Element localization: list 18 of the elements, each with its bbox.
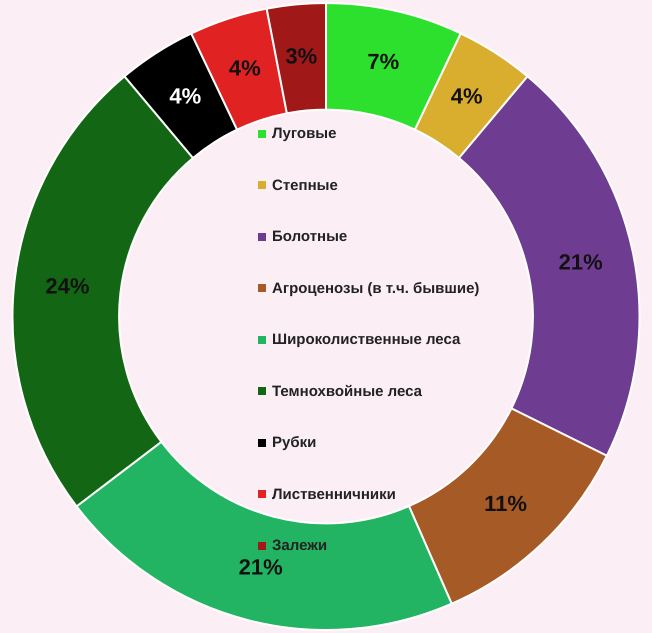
data-label: 11% bbox=[484, 490, 527, 516]
legend-label: Залежи bbox=[272, 537, 328, 554]
legend-label: Агроценозы (в т.ч. бывшие) bbox=[272, 280, 480, 297]
legend-label: Рубки bbox=[272, 434, 316, 452]
legend-label: Лиственничники bbox=[272, 486, 396, 503]
data-label: 21% bbox=[558, 249, 603, 274]
legend-label: Широколиственные леса bbox=[272, 331, 460, 348]
legend-label: Луговые bbox=[272, 125, 336, 142]
data-label: 4% bbox=[169, 84, 202, 109]
data-label: 7% bbox=[367, 48, 400, 74]
legend-label: Болотные bbox=[272, 228, 348, 246]
data-label: 3% bbox=[285, 44, 318, 69]
data-label: 4% bbox=[228, 55, 261, 80]
data-label: 4% bbox=[450, 84, 483, 109]
legend-label: Темнохвойные леса bbox=[272, 382, 422, 400]
data-label: 24% bbox=[45, 274, 90, 299]
legend-label: Степные bbox=[272, 176, 338, 194]
data-label: 21% bbox=[238, 554, 283, 580]
